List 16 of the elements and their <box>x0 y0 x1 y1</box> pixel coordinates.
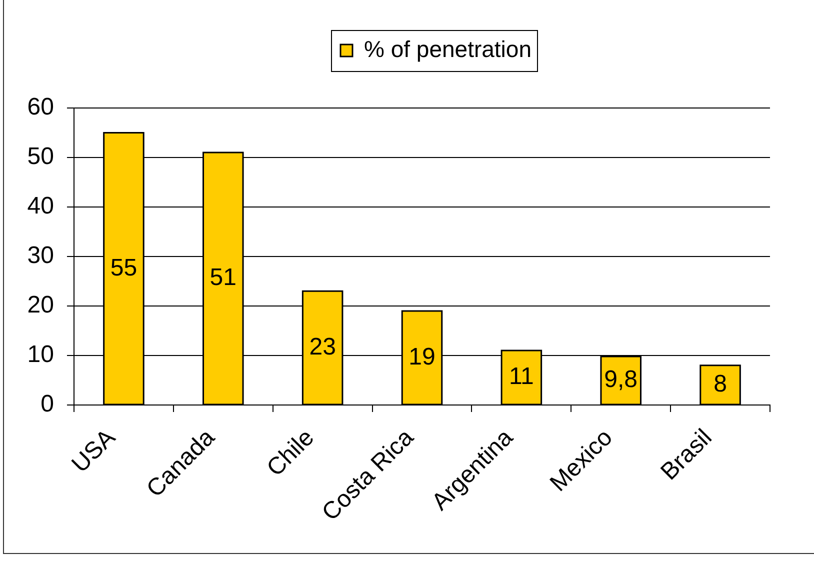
y-tick-label: 10 <box>27 341 54 368</box>
data-label: 11 <box>508 363 534 390</box>
data-label: 9,8 <box>604 366 638 394</box>
y-tick-label: 60 <box>27 94 54 121</box>
data-label: 55 <box>110 254 138 282</box>
y-tick-label: 20 <box>27 292 54 319</box>
data-label: 8 <box>714 370 727 398</box>
y-tick-label: 50 <box>27 143 54 170</box>
data-label: 51 <box>210 264 236 292</box>
y-tick-label: 40 <box>27 192 54 220</box>
data-label: 23 <box>309 333 336 360</box>
y-tick-label: 0 <box>40 390 54 418</box>
legend-label: % of penetration <box>364 36 532 62</box>
y-tick-label: 30 <box>27 242 54 270</box>
data-label: 19 <box>408 343 436 370</box>
x-tick-label: USA <box>66 424 121 478</box>
